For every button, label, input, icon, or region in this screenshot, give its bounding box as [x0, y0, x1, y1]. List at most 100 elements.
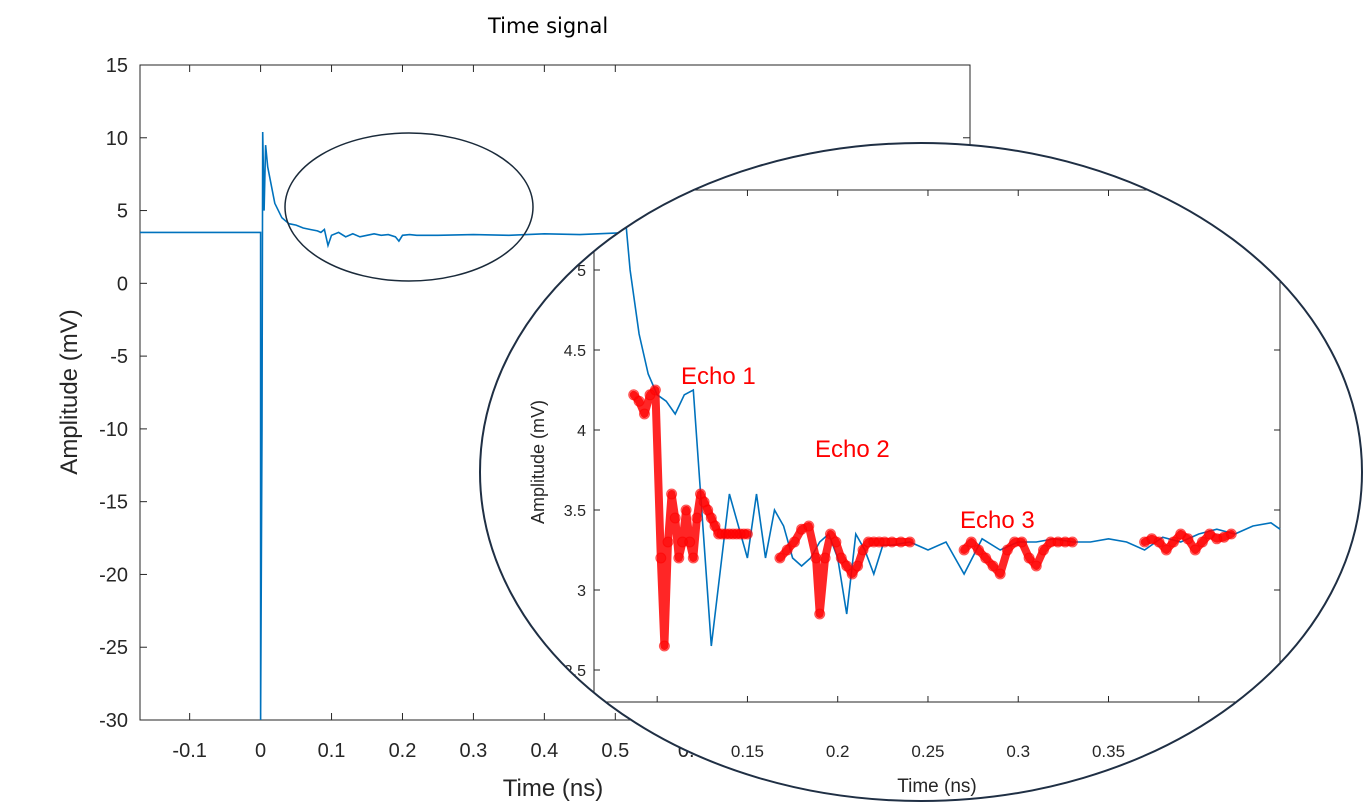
inset-x-tick-label: 0.2	[826, 742, 850, 761]
echo-point	[1160, 544, 1172, 556]
echo-point	[649, 384, 661, 396]
inset-clip-group: 554.543.532.50.10.150.20.250.30.350.4Tim…	[528, 183, 1281, 797]
main-x-tick-label: 0.2	[389, 740, 417, 762]
inset-x-tick-label: 0.25	[911, 742, 944, 761]
main-x-tick-label: 0.3	[460, 740, 488, 762]
echo-point	[1023, 552, 1035, 564]
echo-point	[973, 544, 984, 556]
echo-point	[803, 520, 815, 532]
echo-point	[1153, 536, 1165, 548]
inset-x-tick-label: 0.4	[1187, 742, 1211, 761]
echo-point	[904, 536, 916, 548]
echo-point	[965, 536, 977, 548]
inset-x-axis-label: Time (ns)	[897, 776, 977, 797]
echo-segment	[774, 520, 916, 620]
echo-point	[788, 536, 800, 548]
echo-point	[1182, 533, 1194, 545]
main-y-tick-label: -30	[99, 710, 128, 732]
inset-x-tick-label: 0.15	[731, 742, 764, 761]
echo-point	[835, 552, 847, 564]
echo-point	[1030, 560, 1042, 572]
echo-point	[666, 488, 678, 500]
echo-point	[687, 552, 699, 564]
echo-point	[774, 552, 786, 564]
echo-point	[1189, 544, 1201, 556]
main-y-tick-label: -25	[99, 637, 128, 659]
echo-point	[841, 560, 853, 572]
echo-point	[691, 512, 703, 524]
main-x-axis-label: Time (ns)	[503, 775, 603, 802]
main-y-tick-label: 0	[117, 273, 128, 295]
inset-y-axis-label: Amplitude (mV)	[528, 400, 548, 524]
chart-title: Time signal	[488, 14, 609, 38]
inset-trace-group	[622, 189, 1281, 647]
inset-x-tick-label: 0.35	[1092, 742, 1125, 761]
echo-point	[655, 552, 667, 564]
main-y-tick-label: 10	[106, 128, 128, 150]
echo-annotation: Echo 1	[681, 363, 756, 390]
echo-point	[741, 528, 753, 540]
echo-point	[1196, 536, 1208, 548]
main-y-tick-label: -20	[99, 564, 128, 586]
echo-segment	[1139, 528, 1237, 556]
echo-point	[662, 536, 674, 548]
echo-point	[819, 552, 831, 564]
echo-point	[987, 560, 999, 572]
echo-point	[980, 552, 992, 564]
echo-point	[830, 536, 842, 548]
inset-y-tick-label: 3	[577, 583, 586, 600]
echo-point	[669, 512, 681, 524]
inset-series-line	[622, 189, 1281, 647]
echo-point	[1016, 536, 1028, 548]
echo-annotation: Echo 3	[960, 507, 1035, 534]
echo-point	[814, 608, 826, 620]
inset-ellipse-border	[479, 142, 1363, 802]
echo-point	[1168, 536, 1179, 548]
echo-point	[680, 504, 692, 516]
main-x-tick-label: 0.1	[318, 740, 346, 762]
echo-point	[673, 552, 685, 564]
echo-point	[1038, 544, 1049, 556]
echo-segment-line	[1140, 530, 1236, 554]
inset-y-tick-label: 4	[577, 423, 586, 440]
echo-point	[958, 544, 970, 556]
main-x-tick-label: 0	[255, 740, 266, 762]
main-y-axis-label: Amplitude (mV)	[56, 309, 83, 474]
main-x-tick-label: 0.5	[601, 740, 629, 762]
echo-point	[1001, 544, 1013, 556]
echo-point	[658, 640, 670, 652]
echo-point	[639, 408, 650, 420]
echo-point	[781, 544, 793, 556]
echo-point	[1066, 536, 1078, 548]
echo-point	[1225, 528, 1237, 540]
inset-x-tick-label: 0.1	[645, 742, 669, 761]
inset-group: 554.543.532.50.10.150.20.250.30.350.4Tim…	[479, 142, 1363, 802]
echo-segment	[958, 536, 1078, 580]
echo-annotation: Echo 2	[815, 436, 890, 463]
echo-point	[846, 568, 858, 580]
inset-y-tick-label: 3.5	[564, 503, 586, 520]
echo-point	[810, 552, 822, 564]
echo-point	[886, 536, 898, 548]
echo-point	[825, 528, 836, 540]
echo-point	[852, 560, 864, 572]
main-y-tick-label: -5	[110, 346, 128, 368]
main-series-line	[140, 131, 630, 720]
main-y-tick-label: -10	[99, 419, 128, 441]
inset-y-tick-label: 5	[577, 263, 586, 280]
main-y-tick-label: -15	[99, 492, 128, 514]
echo-segment-line	[629, 386, 752, 650]
main-y-tick-label: 15	[106, 55, 128, 77]
main-x-tick-label: -0.1	[172, 740, 206, 762]
echo-point	[684, 536, 696, 548]
inset-plot-box	[593, 189, 1281, 703]
highlight-ellipse	[284, 132, 534, 282]
inset-y-tick-label: 4.5	[564, 343, 586, 360]
echo-segment	[628, 384, 753, 652]
echo-point	[857, 544, 869, 556]
echo-point	[994, 568, 1006, 580]
main-y-tick-label: 5	[117, 201, 128, 223]
inset-x-tick-label: 0.3	[1006, 742, 1030, 761]
echo-point	[895, 536, 907, 548]
